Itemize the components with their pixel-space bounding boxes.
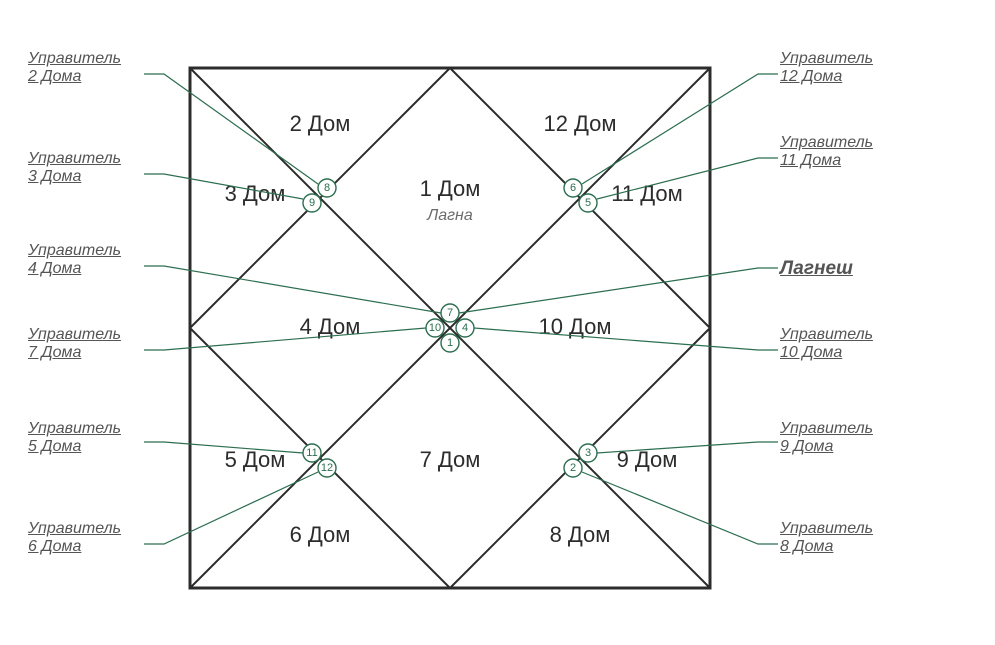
ruler-number-r2: 2: [570, 462, 576, 474]
ruler-number-r8: 8: [324, 182, 330, 194]
ruler-number-r3: 3: [585, 447, 591, 459]
ruler-number-r7: 7: [447, 307, 453, 319]
callout-line-lagnesh: [459, 268, 778, 313]
callout-label-c8: Управитель 8 Дома: [780, 520, 873, 557]
ruler-number-r1: 1: [447, 337, 453, 349]
house-label-h2: 2 Дом: [290, 111, 351, 136]
house-label-h7: 7 Дом: [420, 447, 481, 472]
house-labels-group: 1 ДомЛагна2 Дом3 Дом4 Дом5 Дом6 Дом7 Дом…: [225, 111, 683, 547]
house-label-h1: 1 Дом: [420, 176, 481, 201]
ruler-number-r11: 11: [306, 447, 317, 459]
callout-label-c10: Управитель 10 Дома: [780, 326, 873, 363]
callout-label-c4: Управитель 4 Дома: [28, 242, 121, 279]
ruler-number-r12: 12: [321, 462, 333, 474]
ruler-number-r9: 9: [309, 197, 315, 209]
house-sublabel-h1: Лагна: [426, 207, 473, 224]
callout-line-c7: [144, 328, 426, 350]
ruler-number-r4: 4: [462, 322, 468, 334]
callout-lines-group: [144, 74, 778, 544]
callout-label-c7: Управитель 7 Дома: [28, 326, 121, 363]
chart-gridlines: [190, 68, 710, 588]
house-label-h3: 3 Дом: [225, 181, 286, 206]
callout-line-c10: [474, 328, 778, 350]
callout-label-c2: Управитель 2 Дома: [28, 50, 121, 87]
house-label-h12: 12 Дом: [543, 111, 616, 136]
ruler-number-r5: 5: [585, 197, 591, 209]
house-label-h11: 11 Дом: [611, 181, 682, 206]
callout-label-c5: Управитель 5 Дома: [28, 420, 121, 457]
callout-label-c11: Управитель 11 Дома: [780, 134, 873, 171]
callout-label-c12: Управитель 12 Дома: [780, 50, 873, 87]
callout-label-c6: Управитель 6 Дома: [28, 520, 121, 557]
house-label-h10: 10 Дом: [538, 314, 611, 339]
ruler-number-r6: 6: [570, 182, 576, 194]
callout-label-c9: Управитель 9 Дома: [780, 420, 873, 457]
callout-line-c8: [582, 472, 778, 544]
house-label-h4: 4 Дом: [300, 314, 361, 339]
house-label-h6: 6 Дом: [290, 522, 351, 547]
callout-label-c3: Управитель 3 Дома: [28, 150, 121, 187]
ruler-number-r10: 10: [429, 322, 441, 334]
callout-label-lagnesh: Лагнеш: [780, 258, 853, 280]
house-label-h8: 8 Дом: [550, 522, 611, 547]
